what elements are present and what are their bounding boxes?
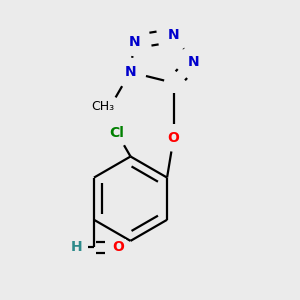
Text: O: O (112, 240, 124, 254)
Text: N: N (168, 28, 179, 42)
Text: H: H (70, 240, 82, 254)
Text: CH₃: CH₃ (91, 100, 114, 113)
Text: Cl: Cl (109, 126, 124, 140)
Text: O: O (168, 131, 179, 145)
Text: N: N (129, 35, 140, 49)
Text: N: N (188, 55, 200, 69)
Text: N: N (124, 65, 136, 79)
